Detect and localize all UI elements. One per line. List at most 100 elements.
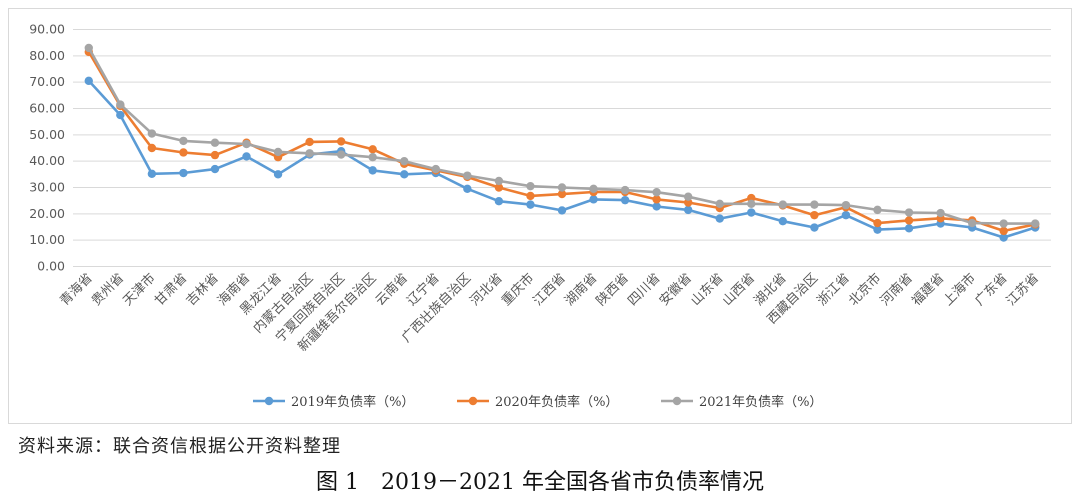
data-point — [873, 218, 882, 228]
x-tick-label: 广东省 — [972, 271, 1010, 309]
x-tick-label: 山西省 — [720, 271, 758, 309]
data-point — [715, 214, 724, 223]
data-point — [652, 188, 661, 197]
data-point — [683, 198, 693, 207]
data-point — [873, 205, 882, 215]
y-tick-label: 20.00 — [29, 206, 65, 221]
y-tick-label: 10.00 — [29, 232, 65, 247]
data-point — [557, 189, 567, 199]
y-tick-label: 70.00 — [29, 74, 65, 89]
data-point — [1031, 219, 1040, 228]
data-point — [683, 205, 693, 215]
data-point — [620, 185, 630, 195]
legend-marker — [672, 396, 682, 406]
line-chart: 0.00 10.00 20.00 30.00 40.00 50.00 60.00 70.00 8… — [29, 22, 1051, 410]
x-tick-label: 北京市 — [845, 270, 884, 309]
x-tick-label: 江苏省 — [1003, 270, 1042, 309]
data-point — [368, 153, 377, 162]
data-point — [210, 164, 220, 174]
y-tick-label: 90.00 — [29, 22, 65, 37]
x-tick-label: 浙江省 — [815, 271, 853, 309]
y-tick-label: 0.00 — [37, 259, 65, 274]
data-point — [116, 100, 125, 109]
x-tick-label: 河北省 — [468, 271, 506, 309]
data-point — [747, 199, 756, 209]
data-point — [715, 199, 724, 209]
data-point — [210, 138, 220, 147]
y-tick-label: 80.00 — [29, 48, 65, 63]
data-point — [652, 195, 661, 204]
x-tick-label: 云南省 — [372, 270, 411, 309]
x-tick-label: 湖南省 — [561, 270, 600, 309]
data-point — [84, 76, 93, 86]
data-point — [620, 195, 630, 205]
y-tick-label: 50.00 — [29, 127, 65, 142]
data-point — [778, 217, 788, 226]
x-tick-label: 上海市 — [940, 270, 979, 309]
data-point — [305, 149, 314, 158]
data-point — [936, 208, 945, 218]
data-point — [999, 233, 1008, 242]
source-note: 资料来源：联合资信根据公开资料整理 — [18, 436, 341, 457]
legend-label: 2020年负债率（%） — [495, 394, 618, 410]
data-point — [747, 193, 756, 203]
data-point — [778, 200, 788, 209]
x-tick-label: 甘肃省 — [152, 271, 190, 309]
y-tick-label: 30.00 — [29, 180, 65, 195]
data-point — [747, 208, 756, 217]
chart-frame: 0.00 10.00 20.00 30.00 40.00 50.00 60.00 70.00 8… — [8, 8, 1072, 424]
data-point — [810, 210, 819, 220]
data-point — [589, 184, 598, 194]
data-point — [431, 164, 441, 174]
data-point — [336, 137, 346, 146]
figure-caption: 图 1 2019－2021 年全国各省市负债率情况 — [316, 470, 764, 495]
data-point — [810, 223, 819, 232]
y-tick-label: 40.00 — [29, 153, 65, 168]
x-tick-label: 陕西省 — [594, 271, 632, 309]
data-point — [116, 110, 125, 120]
data-point — [683, 192, 693, 201]
data-point — [904, 216, 914, 225]
data-point — [368, 145, 377, 154]
x-tick-label: 福建省 — [909, 271, 947, 309]
x-tick-label: 安徽省 — [657, 271, 695, 309]
data-point — [557, 183, 567, 192]
data-point — [179, 168, 188, 178]
data-point — [242, 139, 251, 149]
x-tick-label: 山东省 — [688, 271, 726, 309]
y-tick-label: 60.00 — [29, 101, 65, 116]
data-point — [999, 226, 1008, 236]
data-point — [526, 200, 535, 209]
data-point — [179, 148, 188, 157]
data-point — [557, 206, 567, 215]
data-point — [494, 183, 504, 192]
data-point — [305, 137, 314, 147]
x-tick-label: 河南省 — [877, 270, 916, 309]
x-tick-label: 天津市 — [120, 270, 159, 309]
legend-label: 2021年负债率（%） — [699, 394, 822, 410]
data-point — [999, 219, 1008, 228]
data-point — [273, 147, 283, 157]
data-point — [179, 136, 188, 146]
x-tick-label: 重庆市 — [498, 270, 537, 309]
data-point — [147, 169, 157, 179]
x-tick-label: 四川省 — [625, 271, 663, 309]
data-point — [147, 143, 157, 153]
data-point — [336, 150, 346, 159]
data-point — [242, 152, 251, 161]
data-point — [652, 202, 661, 211]
legend-marker — [264, 396, 274, 406]
data-point — [526, 191, 535, 201]
data-point — [210, 150, 220, 160]
legend-marker — [468, 396, 478, 406]
x-tick-label: 江西省 — [531, 271, 569, 309]
data-point — [84, 43, 93, 53]
data-point — [810, 200, 819, 209]
series-line-2 — [87, 50, 1037, 233]
data-point — [904, 224, 914, 233]
data-point — [273, 170, 283, 179]
x-tick-label: 青海省 — [57, 271, 95, 309]
data-point — [873, 225, 882, 234]
data-point — [400, 156, 409, 166]
data-point — [368, 166, 377, 175]
